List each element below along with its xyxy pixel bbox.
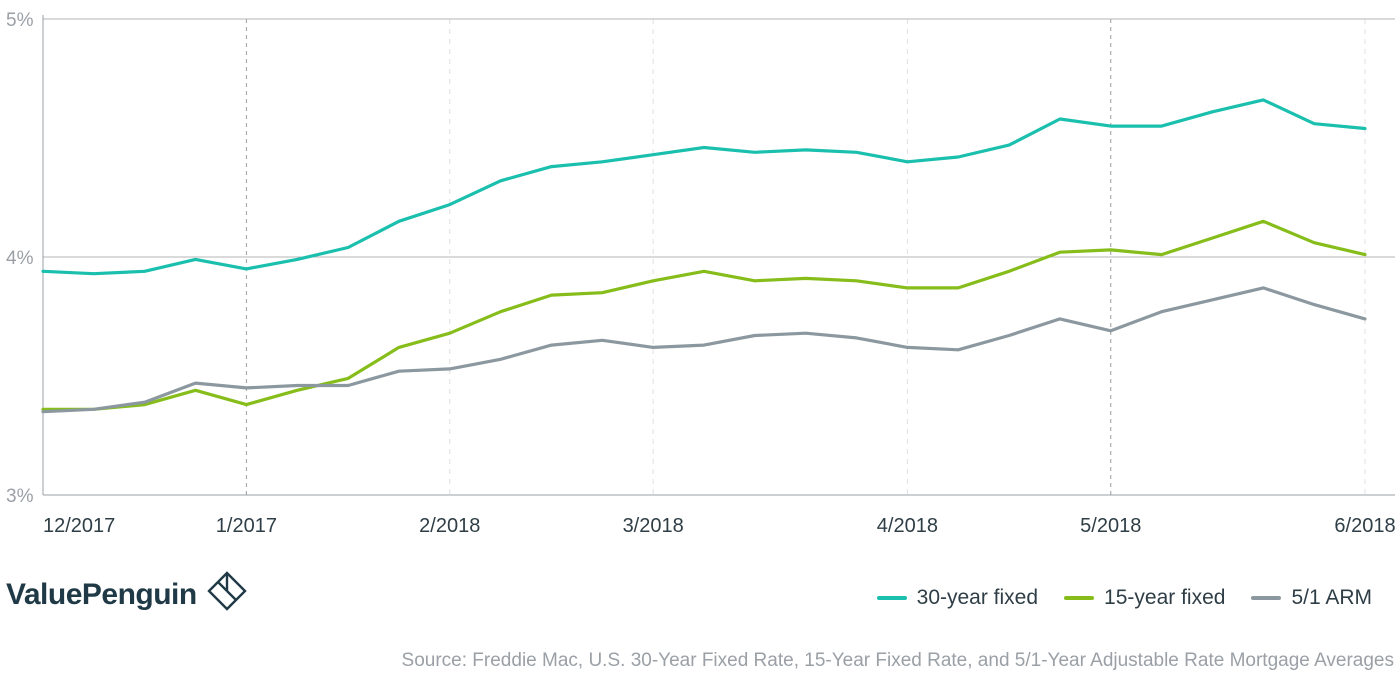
legend-item: 15-year fixed (1064, 586, 1225, 610)
x-tick-label: 5/2018 (1080, 515, 1141, 537)
series-line (41, 98, 1367, 276)
series-line (41, 286, 1367, 414)
chart-series (41, 98, 1367, 414)
x-tick-label: 6/2018 (1334, 515, 1395, 537)
x-tick-label: 1/2017 (216, 515, 277, 537)
series-line (41, 219, 1367, 411)
y-tick-label: 4% (6, 248, 34, 269)
y-tick-label: 5% (6, 10, 34, 31)
legend-item: 5/1 ARM (1251, 586, 1372, 610)
x-tick-label: 12/2017 (43, 515, 115, 537)
x-tick-label: 3/2018 (623, 515, 684, 537)
legend-label: 30-year fixed (916, 586, 1039, 609)
y-tick-label: 3% (6, 486, 34, 507)
source-note: Source: Freddie Mac, U.S. 30-Year Fixed … (401, 650, 1394, 671)
legend-swatch (1251, 596, 1282, 600)
brand-logo: ValuePenguin (6, 570, 249, 619)
chart-legend: 30-year fixed 15-year fixed 5/1 ARM (851, 586, 1372, 610)
legend-label: 5/1 ARM (1291, 586, 1372, 609)
chart-grid (42, 18, 1395, 496)
diamond-penguin-logo-icon (205, 570, 249, 619)
x-tick-label: 2/2018 (419, 515, 480, 537)
legend-label: 15-year fixed (1104, 586, 1226, 609)
legend-item: 30-year fixed (876, 586, 1039, 610)
chart-labels: 3% 4% 5% 12/2017 1/2017 2/2018 3/2018 4/2018 5/2… (6, 10, 1396, 537)
legend-swatch (876, 596, 907, 600)
line-chart: 3% 4% 5% 12/2017 1/2017 2/2018 3/2018 4/2018 5/2… (6, 10, 1396, 537)
legend-swatch (1064, 596, 1095, 600)
x-tick-label: 4/2018 (877, 515, 938, 537)
brand-name: ValuePenguin (6, 577, 197, 611)
